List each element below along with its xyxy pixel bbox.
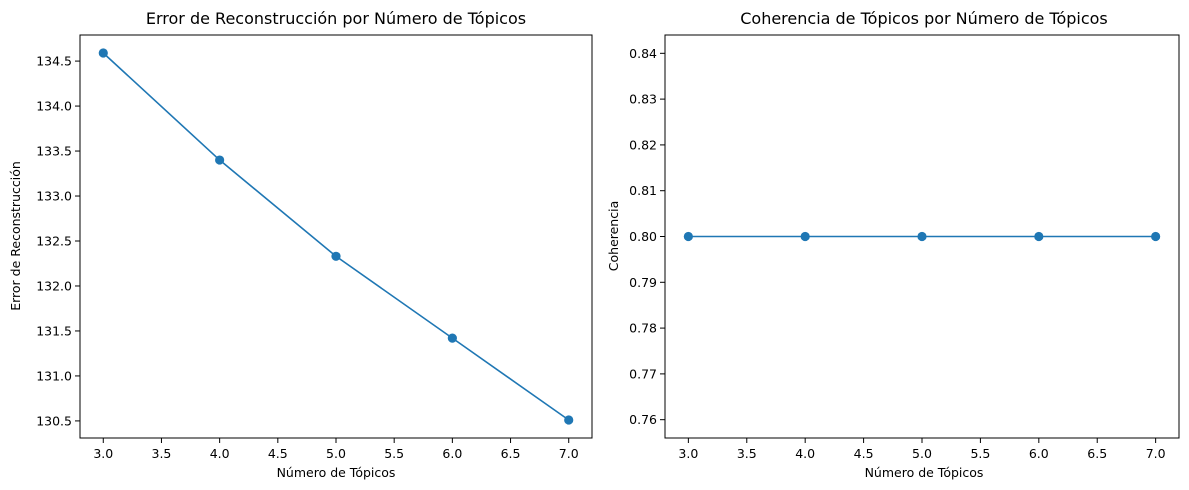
x-tick-label: 5.5 bbox=[384, 446, 404, 461]
y-axis-label: Coherencia bbox=[606, 201, 621, 271]
chart-topic-coherence: Coherencia de Tópicos por Número de Tópi… bbox=[606, 9, 1180, 480]
data-point bbox=[447, 333, 457, 343]
y-tick-label: 133.0 bbox=[36, 189, 72, 204]
y-tick-label: 0.80 bbox=[629, 229, 657, 244]
y-tick-label: 132.0 bbox=[36, 278, 72, 293]
x-tick-label: 7.0 bbox=[559, 446, 579, 461]
data-point bbox=[1151, 231, 1161, 242]
x-axis-label: Número de Tópicos bbox=[277, 465, 396, 480]
y-tick-label: 134.0 bbox=[36, 99, 72, 114]
x-tick-label: 3.0 bbox=[93, 446, 113, 461]
y-tick-label: 131.0 bbox=[36, 368, 72, 383]
plot-area: 3.0 3.5 4.0 4.5 5.0 5.5 6.0 6.5 7.0 130.5 131.0 131… bbox=[36, 34, 593, 461]
data-point bbox=[98, 48, 108, 58]
x-tick-label: 5.0 bbox=[912, 446, 932, 461]
data-point bbox=[331, 251, 341, 261]
axes-frame bbox=[79, 34, 593, 439]
y-tick-label: 0.84 bbox=[629, 46, 657, 61]
y-tick-label: 134.5 bbox=[36, 54, 72, 69]
y-tick-label: 0.81 bbox=[629, 183, 657, 198]
data-point bbox=[564, 415, 574, 425]
y-tick-label: 0.79 bbox=[629, 275, 657, 290]
x-tick-label: 5.0 bbox=[326, 446, 346, 461]
x-tick-label: 6.5 bbox=[501, 446, 521, 461]
x-tick-label: 4.0 bbox=[795, 446, 815, 461]
x-tick-label: 3.5 bbox=[152, 446, 172, 461]
x-tick-label: 4.5 bbox=[268, 446, 288, 461]
x-tick-label: 6.5 bbox=[1087, 446, 1107, 461]
x-tick-label: 6.0 bbox=[1029, 446, 1049, 461]
y-tick-label: 131.5 bbox=[36, 323, 72, 338]
y-tick-label: 0.78 bbox=[629, 321, 657, 336]
y-tick-label: 0.76 bbox=[629, 412, 657, 427]
y-tick-label: 0.83 bbox=[629, 92, 657, 107]
x-tick-label: 4.0 bbox=[210, 446, 230, 461]
chart-title: Coherencia de Tópicos por Número de Tópi… bbox=[740, 9, 1108, 28]
y-axis-label: Error de Reconstrucción bbox=[8, 161, 23, 311]
x-tick-label: 4.5 bbox=[854, 446, 874, 461]
series-line bbox=[102, 52, 570, 421]
x-tick-label: 5.5 bbox=[970, 446, 990, 461]
x-tick-label: 7.0 bbox=[1146, 446, 1166, 461]
x-tick-label: 3.5 bbox=[737, 446, 757, 461]
y-tick-label: 130.5 bbox=[36, 413, 72, 428]
data-point bbox=[683, 231, 693, 242]
x-tick-label: 6.0 bbox=[442, 446, 462, 461]
y-tick-label: 132.5 bbox=[36, 233, 72, 248]
x-axis-label: Número de Tópicos bbox=[865, 465, 984, 480]
y-tick-label: 0.82 bbox=[629, 137, 657, 152]
chart-title: Error de Reconstrucción por Número de Tó… bbox=[146, 9, 526, 28]
data-point bbox=[1034, 231, 1044, 242]
chart-reconstruction-error: Error de Reconstrucción por Número de Tó… bbox=[8, 9, 593, 480]
data-point bbox=[917, 231, 927, 242]
x-tick-label: 3.0 bbox=[678, 446, 698, 461]
plot-area: 3.0 3.5 4.0 4.5 5.0 5.5 6.0 6.5 7.0 0.76 0.77 0.78 0… bbox=[629, 34, 1180, 461]
axes-frame bbox=[664, 34, 1180, 439]
y-tick-label: 0.77 bbox=[629, 366, 657, 381]
data-point bbox=[800, 231, 810, 242]
data-point bbox=[215, 155, 225, 165]
y-tick-label: 133.5 bbox=[36, 144, 72, 159]
